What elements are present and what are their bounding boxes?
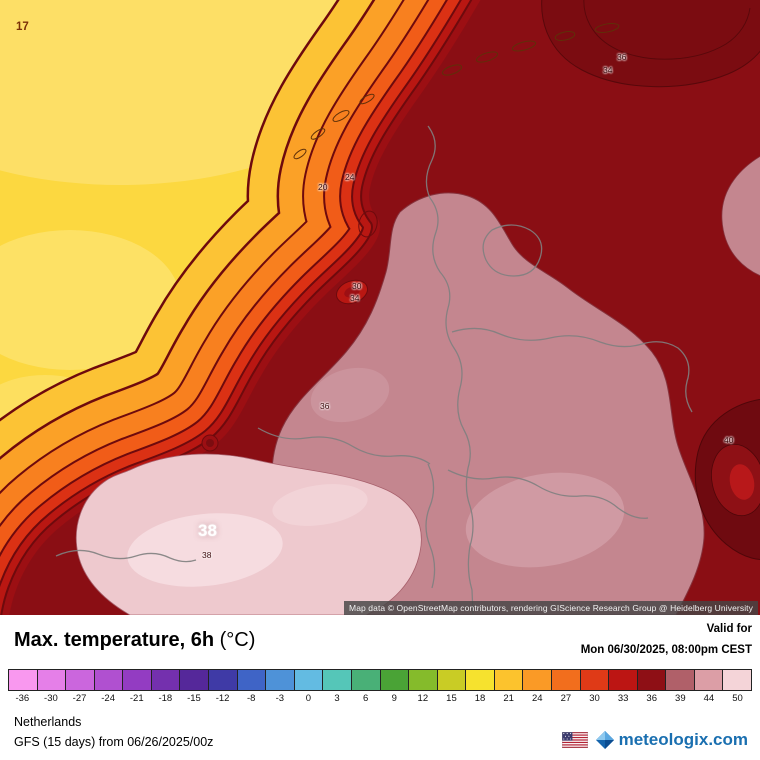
scale-cell	[37, 670, 67, 691]
scale-label: 12	[417, 693, 429, 705]
temperature-scale-bar	[8, 669, 752, 692]
scale-label: 44	[703, 693, 715, 705]
scale-cell	[437, 670, 467, 691]
scale-label: -8	[246, 693, 256, 705]
scale-cell	[380, 670, 410, 691]
scale-label: 33	[617, 693, 629, 705]
scale-cell	[409, 670, 438, 691]
scale-label: -30	[44, 693, 58, 705]
scale-cell	[266, 670, 295, 691]
scale-label: 21	[503, 693, 514, 705]
scale-cell	[551, 670, 581, 691]
valid-time-block: Valid for Mon 06/30/2025, 08:00pm CEST	[581, 619, 752, 660]
map-attribution: Map data © OpenStreetMap contributors, r…	[344, 601, 758, 615]
scale-cell	[694, 670, 724, 691]
brand-name: meteologix.com	[618, 730, 748, 750]
scale-cell	[151, 670, 181, 691]
scale-cell	[294, 670, 324, 691]
scale-label: 24	[531, 693, 543, 705]
scale-label: 18	[474, 693, 486, 705]
scale-cell	[94, 670, 124, 691]
scale-cell	[723, 670, 752, 691]
scale-cell	[609, 670, 638, 691]
page-title: Max. temperature, 6h (°C)	[14, 629, 255, 652]
scale-label: -36	[15, 693, 30, 705]
scale-cell	[323, 670, 352, 691]
us-flag-icon[interactable]	[561, 732, 588, 749]
scale-label: 15	[446, 693, 457, 705]
scale-cell	[466, 670, 495, 691]
scale-label: 27	[560, 693, 572, 705]
scale-label: 39	[675, 693, 686, 705]
scale-label: 30	[589, 693, 600, 705]
scale-cell	[123, 670, 152, 691]
scale-cell	[580, 670, 610, 691]
scale-label: 50	[732, 693, 743, 705]
model-info: GFS (15 days) from 06/26/2025/00z	[14, 734, 214, 749]
scale-label: -24	[101, 693, 115, 705]
scale-label: 6	[362, 693, 369, 705]
scale-cell	[523, 670, 552, 691]
scale-label: -18	[158, 693, 173, 705]
weather-map: 17 20 24 30 34 36 34 36 38 38 40 Map data © OpenSt…	[0, 0, 760, 615]
scale-cell	[351, 670, 381, 691]
title-text: Max. temperature, 6h	[14, 629, 215, 651]
scale-label: -15	[187, 693, 201, 705]
scale-cell	[637, 670, 667, 691]
meteologix-gem-icon	[595, 731, 614, 750]
scale-label: 3	[334, 693, 340, 705]
scale-cell	[66, 670, 95, 691]
scale-label: -3	[275, 693, 285, 705]
scale-cell	[494, 670, 524, 691]
scale-label: 36	[646, 693, 657, 705]
temperature-scale-labels: -36 -30 -27 -24 -21 -18 -15 -12 -8 -3 0 3 6 9 12 15 18 21…	[8, 693, 752, 704]
scale-label: -12	[215, 693, 230, 705]
meteologix-logo[interactable]: meteologix.com	[595, 730, 748, 750]
scale-cell	[209, 670, 238, 691]
scale-cell	[237, 670, 267, 691]
scale-cell	[180, 670, 210, 691]
scale-cell	[666, 670, 695, 691]
title-unit: (°C)	[219, 629, 256, 651]
model-meta: Netherlands GFS (15 days) from 06/26/202…	[14, 713, 213, 752]
scale-label: -21	[129, 693, 144, 705]
scale-label: -27	[72, 693, 87, 705]
admin-borders	[55, 125, 693, 615]
temperature-map-svg	[0, 0, 760, 615]
valid-for-label: Valid for	[706, 623, 752, 635]
scale-label: 0	[305, 693, 312, 705]
valid-time: Mon 06/30/2025, 08:00pm CEST	[580, 643, 752, 656]
scale-cell	[9, 670, 38, 691]
region-name: Netherlands	[14, 715, 82, 730]
legend-panel: Max. temperature, 6h (°C) Valid for Mon …	[0, 615, 760, 760]
scale-label: 9	[391, 693, 397, 705]
